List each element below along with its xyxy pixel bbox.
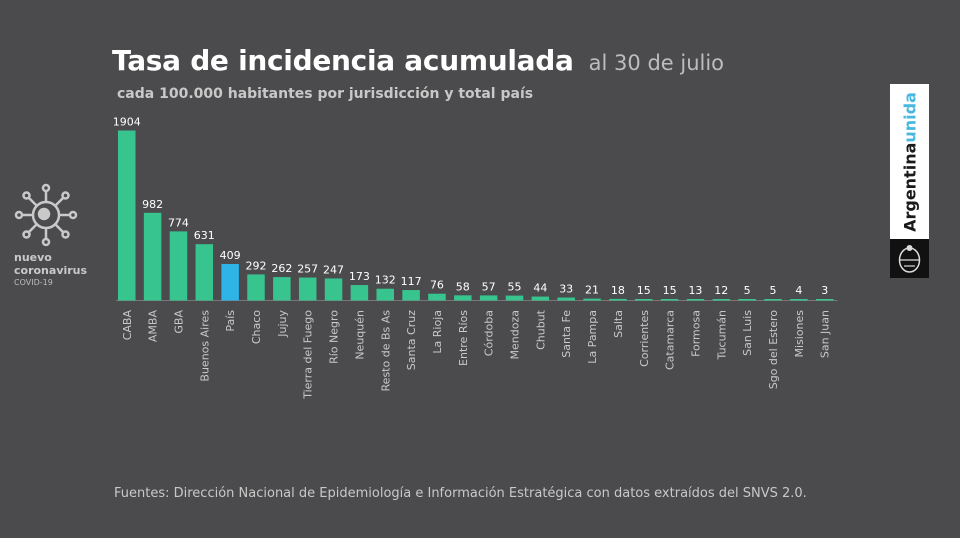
value-label-jujuy: 262 (271, 262, 292, 275)
argentina-unida-brand: Argentinaunida (890, 84, 929, 278)
bar-tucuman (712, 299, 731, 301)
category-label-san-juan: San Juan (819, 310, 832, 358)
bar-misiones (790, 299, 808, 301)
bar-mendoza (505, 295, 524, 301)
category-label-chubut: Chubut (534, 309, 547, 350)
bar-formosa (686, 299, 705, 301)
value-label-resto-de-bs-as: 132 (375, 274, 396, 287)
bar-jujuy (273, 277, 291, 301)
value-label-la-rioja: 76 (430, 279, 444, 292)
category-label-salta: Salta (612, 310, 625, 338)
logo-line-covid: COVID-19 (14, 278, 53, 287)
category-label-san-luis: San Luis (741, 310, 754, 356)
value-label-san-juan: 3 (821, 284, 828, 297)
category-label-entre-rios: Entre Ríos (457, 310, 470, 366)
bar-cordoba (479, 295, 498, 301)
category-label-la-pampa: La Pampa (586, 310, 599, 364)
logo-line-coronavirus: coronavirus (14, 264, 88, 277)
value-label-corrientes: 15 (637, 284, 651, 297)
bar-tierra-del-fuego (298, 277, 317, 301)
value-label-chubut: 44 (533, 282, 547, 295)
bar-caba (118, 130, 136, 301)
bar-santa-fe (557, 297, 575, 301)
bar-santa-cruz (402, 290, 420, 301)
bar-chaco (247, 274, 265, 301)
value-label-santa-cruz: 117 (401, 275, 422, 288)
bar-la-pampa (583, 298, 601, 301)
value-label-formosa: 13 (688, 284, 702, 297)
value-label-pais: 409 (220, 249, 241, 262)
bar-neuquen (350, 285, 369, 301)
value-label-tucuman: 12 (714, 284, 728, 297)
category-label-formosa: Formosa (689, 310, 702, 357)
category-label-corrientes: Corrientes (638, 310, 651, 367)
value-label-buenos-aires: 631 (194, 229, 215, 242)
value-label-amba: 982 (142, 198, 163, 211)
bar-chubut (531, 296, 550, 301)
category-label-neuquen: Neuquén (353, 310, 366, 360)
category-label-sgo-del-estero: Sgo del Estero (767, 310, 780, 390)
value-label-san-luis: 5 (744, 284, 751, 297)
value-label-la-pampa: 21 (585, 284, 599, 297)
national-seal-icon (898, 245, 921, 273)
chart-date: al 30 de julio (588, 51, 725, 75)
chart-title-row: Tasa de incidencia acumulada al 30 de ju… (112, 44, 724, 77)
category-label-resto-de-bs-as: Resto de Bs As (379, 310, 392, 392)
category-label-tierra-del-fuego: Tierra del Fuego (302, 310, 315, 400)
value-label-rio-negro: 247 (323, 263, 344, 276)
category-label-misiones: Misiones (793, 310, 806, 358)
virus-icon (14, 183, 78, 247)
value-label-chaco: 292 (246, 259, 267, 272)
value-label-gba: 774 (168, 216, 189, 229)
category-label-gba: GBA (172, 310, 185, 334)
coronavirus-logo: nuevo coronavirus COVID-19 (14, 183, 104, 288)
brand-panel: Argentinaunida (890, 84, 929, 239)
category-label-cordoba: Córdoba (483, 310, 496, 356)
category-label-la-rioja: La Rioja (431, 310, 444, 354)
value-label-salta: 18 (611, 284, 625, 297)
bar-pais (221, 263, 239, 301)
value-label-santa-fe: 33 (559, 283, 573, 296)
chart-title: Tasa de incidencia acumulada (112, 44, 574, 77)
category-label-pais: País (224, 310, 237, 332)
bar-catamarca (660, 299, 679, 301)
bar-san-luis (738, 299, 756, 301)
bar-rio-negro (324, 278, 343, 301)
bar-la-rioja (428, 293, 446, 301)
category-label-chaco: Chaco (250, 310, 263, 344)
category-label-caba: CABA (121, 310, 134, 341)
value-label-catamarca: 15 (663, 284, 677, 297)
value-label-caba: 1904 (113, 116, 141, 129)
value-label-entre-rios: 58 (456, 280, 470, 293)
bar-corrientes (635, 299, 653, 301)
category-label-rio-negro: Río Negro (328, 310, 341, 364)
brand-seal (890, 239, 929, 278)
category-label-santa-fe: Santa Fe (560, 310, 573, 358)
value-label-cordoba: 57 (482, 280, 496, 293)
logo-line-nuevo: nuevo (14, 251, 52, 264)
category-label-mendoza: Mendoza (509, 310, 522, 359)
value-label-sgo-del-estero: 5 (770, 284, 777, 297)
category-label-catamarca: Catamarca (664, 310, 677, 370)
bar-san-juan (815, 299, 834, 301)
category-label-buenos-aires: Buenos Aires (198, 310, 211, 382)
category-label-santa-cruz: Santa Cruz (405, 310, 418, 370)
value-label-tierra-del-fuego: 257 (297, 263, 318, 276)
bar-salta (609, 298, 627, 301)
bar-buenos-aires (195, 244, 214, 301)
source-note: Fuentes: Dirección Nacional de Epidemiol… (114, 486, 807, 501)
bar-gba (169, 231, 188, 301)
value-label-misiones: 4 (795, 284, 802, 297)
bar-resto-de-bs-as (376, 288, 394, 301)
category-label-amba: AMBA (147, 310, 160, 343)
value-label-mendoza: 55 (508, 281, 522, 294)
value-label-neuquen: 173 (349, 270, 370, 283)
bar-entre-rios (454, 295, 472, 301)
bar-amba (143, 212, 162, 301)
category-label-jujuy: Jujuy (276, 310, 289, 338)
chart-subtitle: cada 100.000 habitantes por jurisdicción… (117, 86, 534, 102)
bar-sgo-del-estero (764, 299, 782, 301)
category-label-tucuman: Tucumán (715, 310, 728, 360)
